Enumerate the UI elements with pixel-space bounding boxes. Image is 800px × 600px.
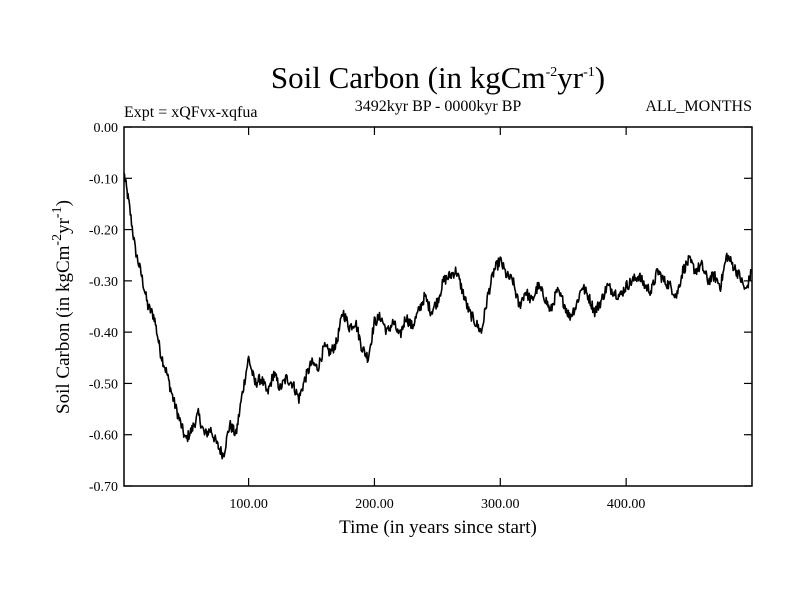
months-label: ALL_MONTHS <box>645 98 752 115</box>
time-range-label: 3492kyr BP - 0000kyr BP <box>355 98 522 115</box>
plot-frame <box>123 126 753 487</box>
experiment-label: Expt = xQFvx-xqfua <box>124 104 257 121</box>
series-layer <box>123 172 753 460</box>
y-tick-label: -0.50 <box>89 377 118 392</box>
y-axis-title: Soil Carbon (in kgCm-2yr-1) <box>50 200 74 414</box>
y-tick-label: -0.10 <box>89 172 118 187</box>
y-tick-label: -0.30 <box>89 275 118 290</box>
x-tick-label: 100.00 <box>229 497 268 512</box>
y-tick-label: 0.00 <box>94 121 119 136</box>
x-tick-label: 400.00 <box>607 497 646 512</box>
y-tick-label: -0.70 <box>89 480 118 495</box>
series-line <box>123 172 753 460</box>
y-tick-label: -0.20 <box>89 224 118 239</box>
y-axis: 0.00 -0.10 -0.20 -0.30 -0.40 -0.50 -0.60 -0.70 <box>89 121 752 495</box>
chart-title: Soil Carbon (in kgCm-2yr-1) <box>271 60 605 95</box>
x-axis-title: Time (in years since start) <box>339 517 537 538</box>
y-tick-label: -0.60 <box>89 429 118 444</box>
x-tick-label: 200.00 <box>355 497 394 512</box>
x-tick-label: 300.00 <box>481 497 520 512</box>
y-tick-label: -0.40 <box>89 326 118 341</box>
x-axis: 100.00 200.00 300.00 400.00 <box>229 127 645 512</box>
